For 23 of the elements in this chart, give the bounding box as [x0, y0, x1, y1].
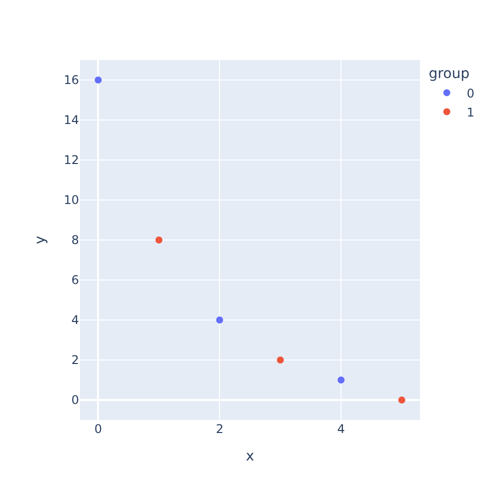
legend-label: 1 — [466, 105, 474, 120]
x-tick-label: 0 — [94, 422, 102, 436]
legend-label: 0 — [466, 86, 474, 100]
x-tick-label: 4 — [337, 422, 345, 436]
legend-title: group — [428, 66, 470, 82]
y-axis-title: y — [32, 236, 48, 244]
y-tick-label: 4 — [71, 313, 79, 328]
y-tick-label: 8 — [71, 233, 79, 248]
y-tick-label: 16 — [64, 73, 79, 88]
y-tick-label: 10 — [64, 193, 79, 208]
x-axis-title: x — [246, 448, 254, 464]
y-tick-label: 0 — [71, 393, 79, 408]
y-tick-label: 6 — [71, 273, 79, 288]
point — [155, 236, 162, 244]
y-tick-label: 14 — [64, 113, 79, 128]
point — [398, 396, 406, 404]
point — [276, 356, 284, 364]
point — [338, 376, 345, 384]
y-tick-label: 2 — [71, 353, 79, 368]
y-tick-label: 12 — [64, 153, 79, 168]
point — [216, 316, 224, 324]
x-tick-label: 2 — [216, 422, 224, 436]
point — [94, 76, 102, 84]
